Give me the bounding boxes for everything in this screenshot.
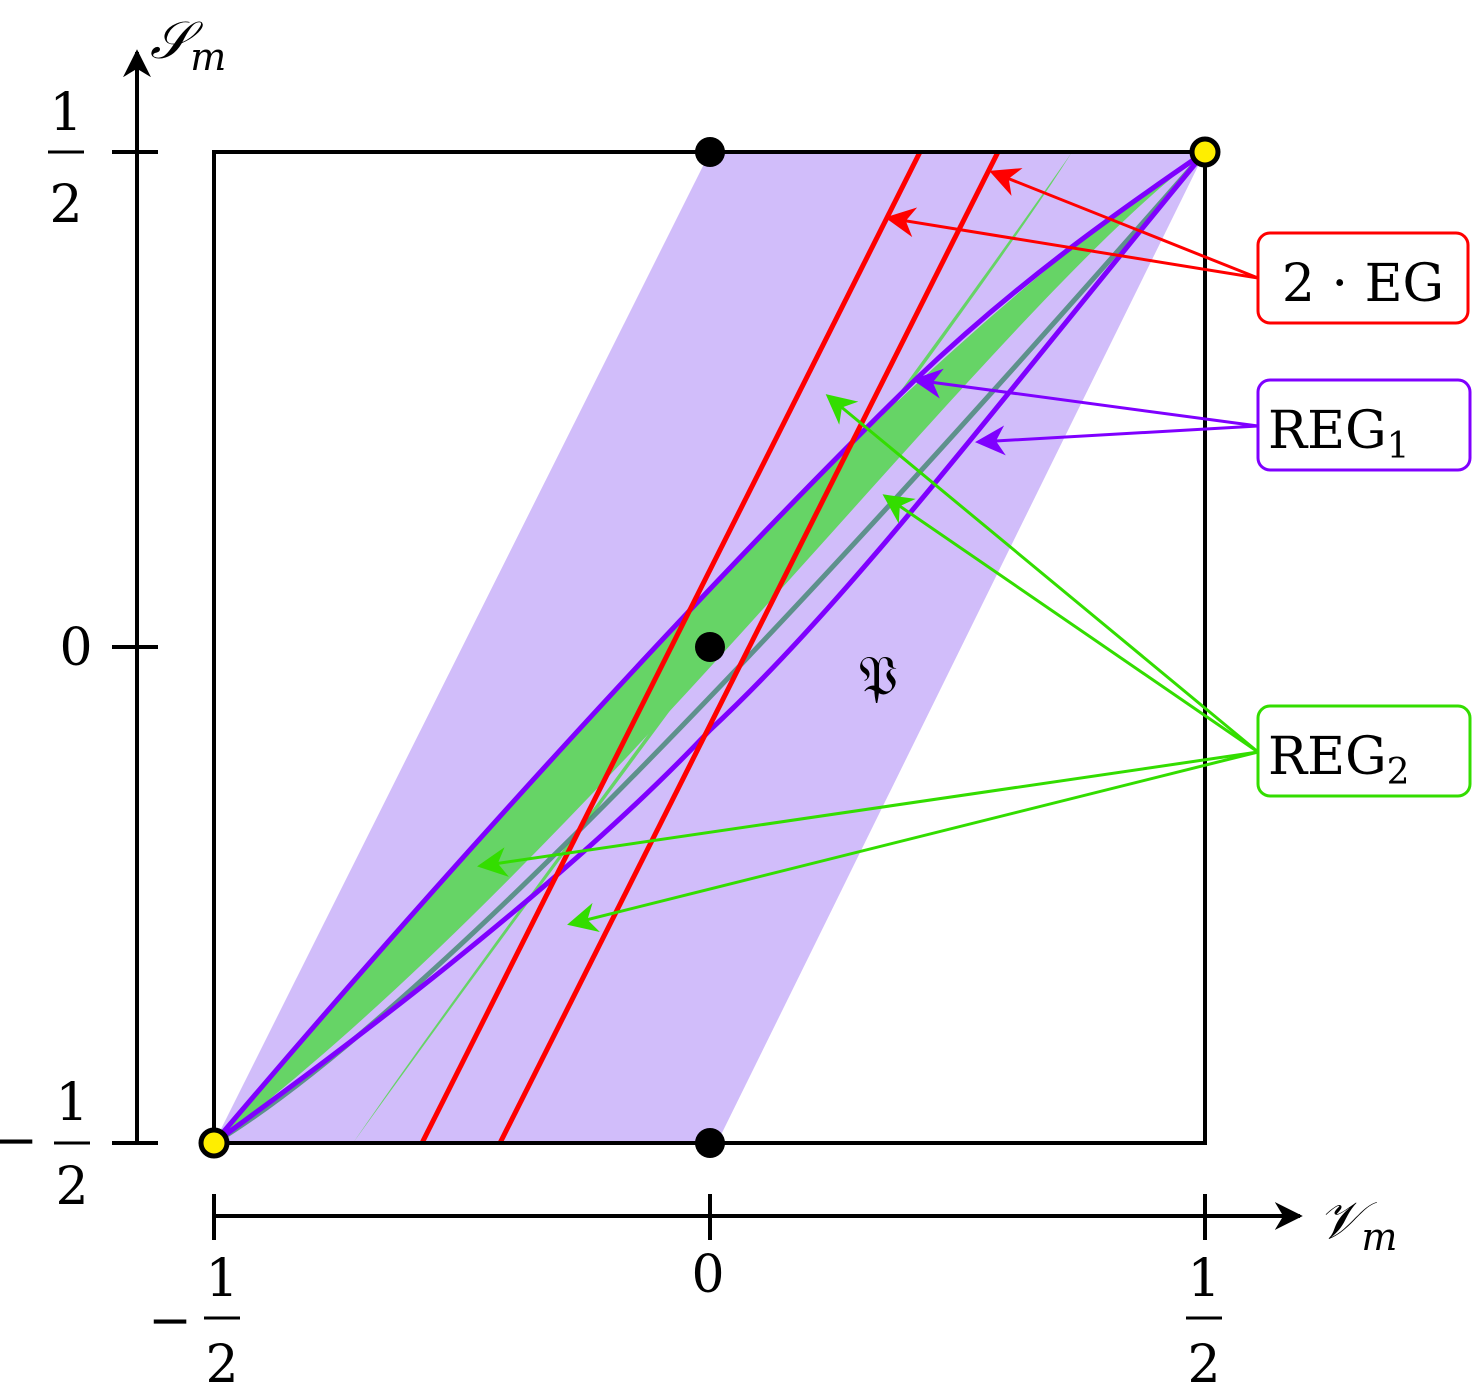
point-top-right — [1189, 136, 1221, 168]
eg-line-right — [497, 150, 1001, 1145]
reg2-arrow-4 — [567, 750, 1259, 933]
eg-arrow-1 — [989, 168, 1259, 280]
reg1-arrow-2 — [975, 424, 1259, 456]
y-tick-label-top-den: 2 — [49, 175, 82, 235]
x-tick-label-left-den: 2 — [205, 1335, 238, 1391]
y-tick-label-bottom-num: 1 — [55, 1073, 88, 1133]
point-bottom-left — [198, 1127, 230, 1159]
x-tick-label-right-num: 1 — [1187, 1249, 1220, 1309]
region-p-label: 𝔓 — [858, 644, 898, 709]
reg1-curve-upper — [212, 149, 1207, 1145]
y-tick-label-zero: 0 — [59, 618, 92, 678]
y-tick-label-top-num: 1 — [49, 83, 82, 143]
reg2-arrow-2 — [882, 494, 1259, 754]
eg-arrow-2 — [885, 207, 1259, 280]
callout-reg2: REG2 — [1256, 704, 1472, 798]
point-center — [695, 632, 725, 662]
reg2-arrow-3 — [477, 750, 1259, 877]
reg2-arrow-1 — [825, 394, 1259, 754]
reg1-arrow-1 — [912, 368, 1259, 428]
y-tick-label-bottom-den: 2 — [55, 1157, 88, 1217]
callout-reg1-text: REG1 — [1268, 401, 1410, 467]
x-tick-label-right-den: 2 — [1187, 1335, 1220, 1391]
x-tick-label-left-num: 1 — [205, 1249, 238, 1309]
eg-line-left — [419, 150, 923, 1145]
x-axis-label: 𝒱m — [1318, 1191, 1397, 1259]
point-bottom-center — [695, 1128, 725, 1158]
x-tick-label-zero: 0 — [691, 1245, 724, 1305]
point-top-center — [695, 137, 725, 167]
y-tick-label-bottom-sign: − — [0, 1111, 38, 1171]
callout-reg1: REG1 — [1256, 378, 1472, 472]
y-axis-label: 𝒮m — [150, 11, 226, 79]
callout-eg-text: 2 · EG — [1282, 254, 1444, 314]
callout-reg2-text: REG2 — [1268, 727, 1410, 793]
callout-reg1-box — [1256, 378, 1472, 472]
callout-reg2-box — [1256, 704, 1472, 798]
x-tick-label-left-sign: − — [148, 1291, 192, 1351]
callout-eg-box — [1256, 231, 1470, 325]
callout-eg: 2 · EG — [1256, 231, 1470, 325]
